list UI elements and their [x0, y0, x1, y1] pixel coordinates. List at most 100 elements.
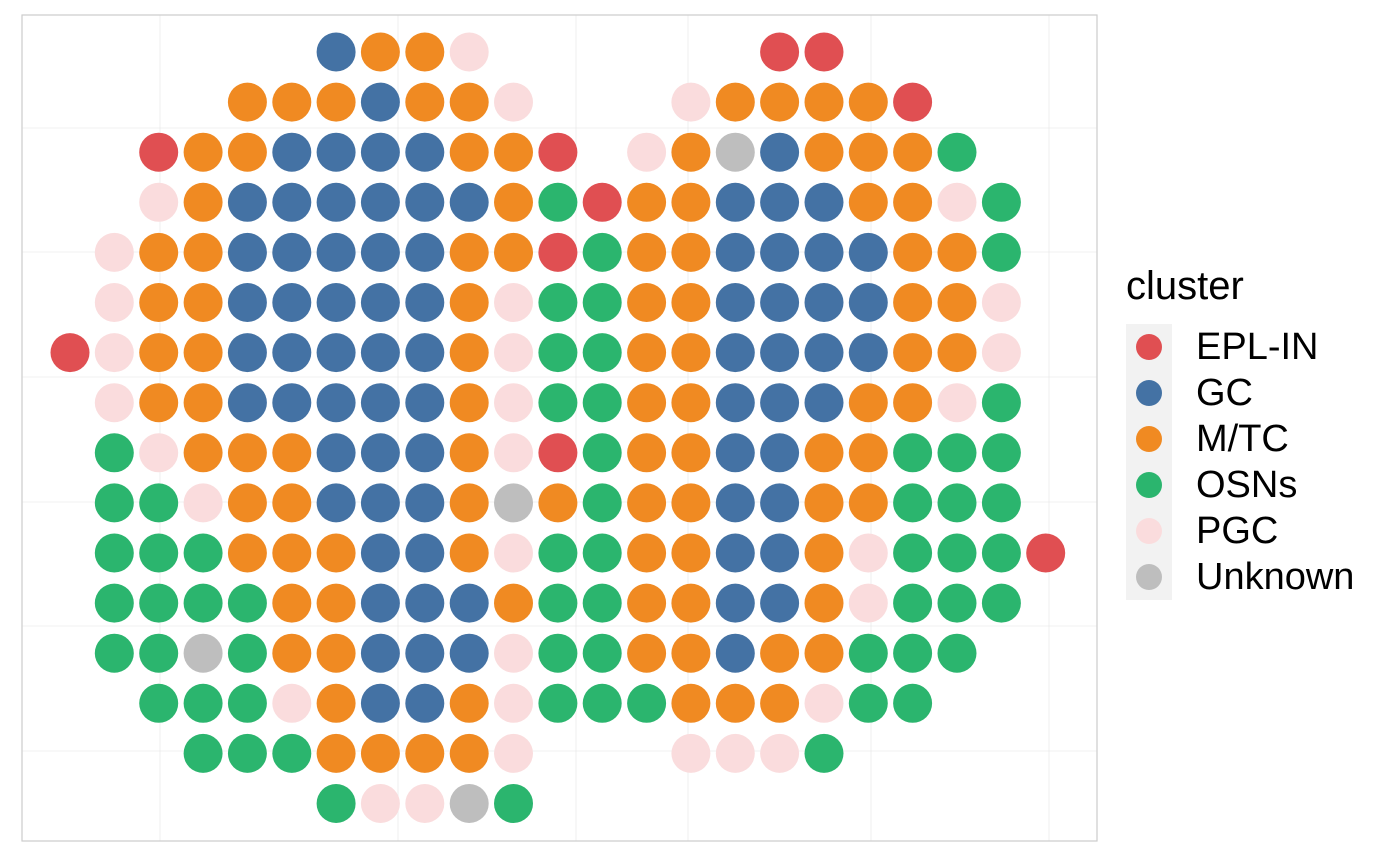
data-point-gc	[760, 232, 800, 272]
data-point-m-tc	[494, 232, 533, 272]
data-point-gc	[405, 383, 445, 423]
data-point-osns	[538, 633, 578, 673]
data-point-epl-in	[1026, 533, 1066, 573]
data-point-m-tc	[671, 433, 711, 473]
data-point-osns	[227, 733, 267, 773]
data-point-unknown	[183, 633, 223, 673]
plot-points	[50, 32, 1066, 823]
data-point-gc	[316, 132, 356, 172]
data-point-m-tc	[449, 683, 489, 723]
data-point-gc	[360, 433, 400, 473]
data-point-osns	[227, 683, 267, 723]
data-point-osns	[582, 232, 622, 272]
data-point-pgc	[848, 533, 888, 573]
legend-label: M/TC	[1196, 418, 1289, 460]
legend-key	[1126, 416, 1172, 462]
data-point-pgc	[760, 733, 800, 773]
data-point-m-tc	[937, 232, 977, 272]
data-point-osns	[582, 533, 622, 573]
data-point-m-tc	[272, 583, 312, 623]
data-point-pgc	[94, 333, 134, 373]
data-point-epl-in	[538, 132, 578, 172]
data-point-gc	[405, 483, 445, 523]
data-point-unknown	[494, 483, 533, 523]
data-point-m-tc	[449, 232, 489, 272]
data-point-gc	[227, 333, 267, 373]
data-point-m-tc	[183, 232, 223, 272]
legend-item: OSNs	[1126, 462, 1354, 508]
data-point-m-tc	[139, 383, 179, 423]
data-point-m-tc	[671, 333, 711, 373]
data-point-m-tc	[627, 333, 667, 373]
data-point-m-tc	[449, 283, 489, 322]
legend: cluster EPL-IN GC M/TC OSNs PGC Unknown	[1126, 262, 1354, 600]
data-point-osns	[538, 583, 578, 623]
data-point-gc	[760, 433, 800, 473]
data-point-gc	[227, 283, 267, 322]
data-point-m-tc	[449, 333, 489, 373]
data-point-m-tc	[316, 683, 356, 723]
data-point-m-tc	[494, 132, 533, 172]
legend-item: M/TC	[1126, 416, 1354, 462]
data-point-gc	[360, 633, 400, 673]
data-point-osns	[582, 583, 622, 623]
data-point-gc	[760, 533, 800, 573]
data-point-gc	[848, 283, 888, 322]
data-point-osns	[94, 433, 134, 473]
data-point-osns	[981, 483, 1021, 523]
data-point-gc	[715, 333, 755, 373]
legend-dot-icon	[1136, 334, 1162, 360]
data-point-epl-in	[538, 232, 578, 272]
data-point-gc	[360, 283, 400, 322]
legend-label: GC	[1196, 372, 1253, 414]
data-point-gc	[272, 182, 312, 222]
data-point-pgc	[937, 182, 977, 222]
data-point-gc	[804, 333, 844, 373]
data-point-osns	[183, 583, 223, 623]
data-point-m-tc	[316, 733, 356, 773]
data-point-osns	[981, 433, 1021, 473]
data-point-m-tc	[804, 433, 844, 473]
data-point-m-tc	[449, 82, 489, 122]
data-point-osns	[183, 733, 223, 773]
data-point-pgc	[981, 333, 1021, 373]
data-point-m-tc	[671, 633, 711, 673]
legend-dot-icon	[1136, 426, 1162, 452]
data-point-gc	[272, 283, 312, 322]
data-point-osns	[538, 533, 578, 573]
data-point-gc	[316, 333, 356, 373]
legend-title: cluster	[1126, 264, 1244, 308]
data-point-m-tc	[227, 533, 267, 573]
data-point-osns	[937, 483, 977, 523]
data-point-pgc	[671, 733, 711, 773]
data-point-m-tc	[804, 583, 844, 623]
data-point-gc	[272, 333, 312, 373]
data-point-m-tc	[183, 333, 223, 373]
data-point-m-tc	[405, 32, 445, 72]
data-point-m-tc	[227, 82, 267, 122]
data-point-m-tc	[449, 383, 489, 423]
legend-label: PGC	[1196, 510, 1279, 552]
legend-dot-icon	[1136, 564, 1162, 590]
data-point-gc	[227, 383, 267, 423]
data-point-epl-in	[893, 82, 933, 122]
data-point-m-tc	[848, 82, 888, 122]
data-point-m-tc	[449, 433, 489, 473]
data-point-m-tc	[671, 182, 711, 222]
data-point-epl-in	[804, 32, 844, 72]
data-point-osns	[627, 683, 667, 723]
data-point-gc	[804, 383, 844, 423]
data-point-gc	[715, 633, 755, 673]
data-point-osns	[981, 533, 1021, 573]
data-point-pgc	[715, 733, 755, 773]
data-point-m-tc	[671, 583, 711, 623]
data-point-m-tc	[937, 283, 977, 322]
data-point-osns	[538, 283, 578, 322]
data-point-m-tc	[316, 583, 356, 623]
data-point-osns	[94, 533, 134, 573]
data-point-gc	[360, 383, 400, 423]
data-point-osns	[893, 533, 933, 573]
data-point-m-tc	[627, 232, 667, 272]
data-point-m-tc	[715, 82, 755, 122]
data-point-gc	[760, 132, 800, 172]
